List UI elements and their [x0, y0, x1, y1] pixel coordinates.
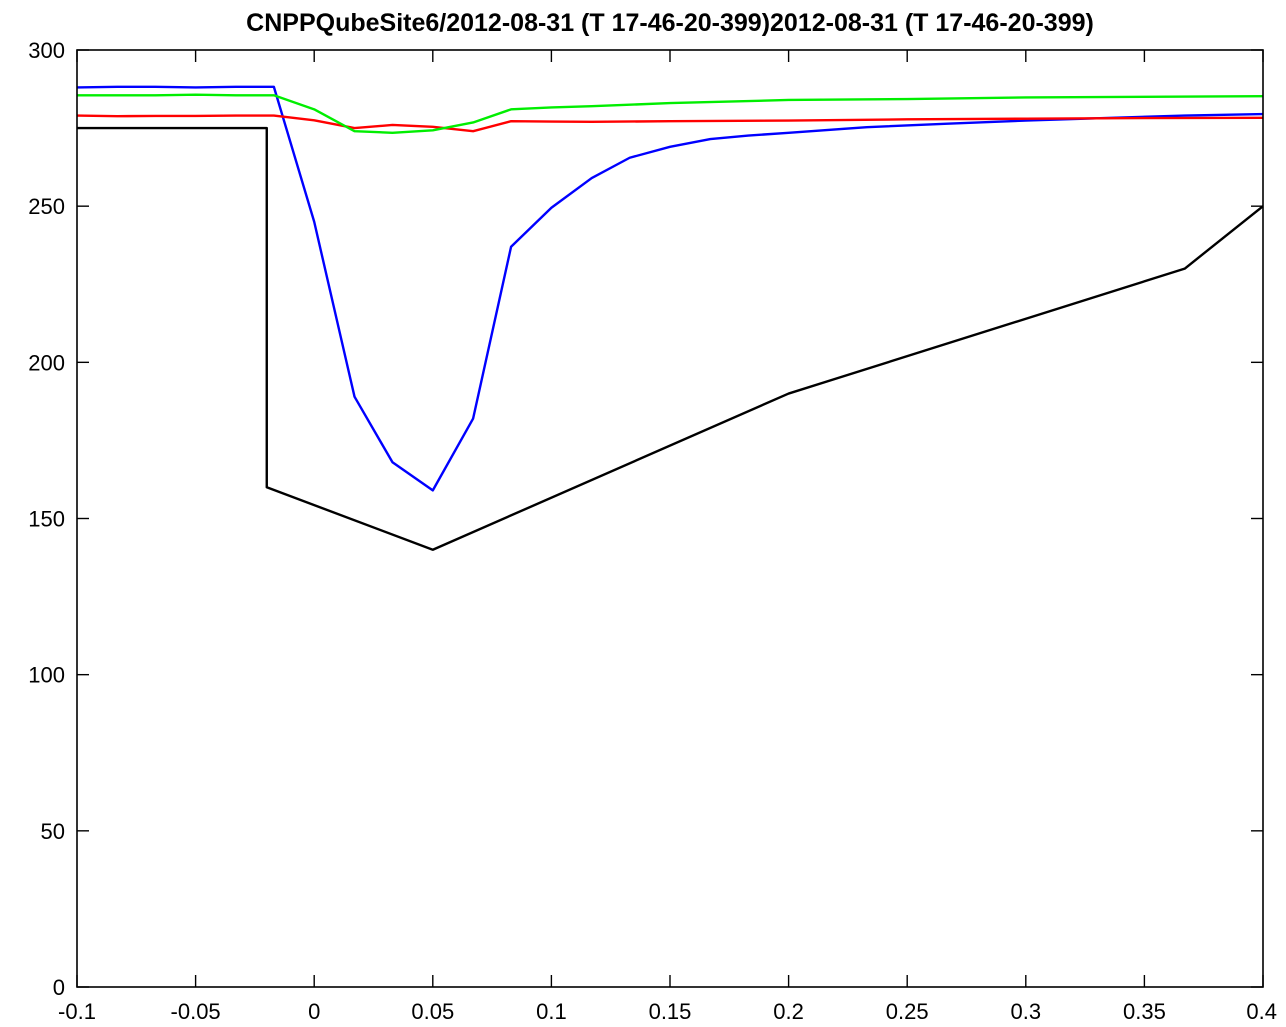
x-tick-label: 0.4: [1246, 999, 1277, 1024]
x-tick-label: 0.3: [1011, 999, 1042, 1024]
chart-title: CNPPQubeSite6/2012-08-31 (T 17-46-20-399…: [246, 9, 1094, 37]
x-tick-label: 0.1: [536, 999, 567, 1024]
y-tick-label: 0: [53, 975, 65, 1000]
y-tick-label: 250: [28, 194, 65, 219]
x-tick-label: 0.35: [1123, 999, 1166, 1024]
axis-layer: -0.1 -0.05 0 0.05 0.1 0.15 0.2 0.25 0.3 0.35 0.4 0 5…: [28, 38, 1277, 1024]
x-tick-label: 0: [308, 999, 320, 1024]
series-line-3: [76, 114, 1264, 133]
series-line-2: [76, 85, 1264, 492]
x-tick-label: -0.05: [171, 999, 221, 1024]
y-tick-label: 200: [28, 350, 65, 375]
x-tick-label: 0.05: [411, 999, 454, 1024]
y-tick-label: 50: [41, 819, 65, 844]
y-tick-label: 100: [28, 663, 65, 688]
y-tick-label: 300: [28, 38, 65, 63]
series-line-1: [77, 126, 1264, 551]
x-tick-label: 0.25: [886, 999, 929, 1024]
y-tick-label: 150: [28, 507, 65, 532]
series-line-4: [77, 93, 1264, 134]
x-tick-label: -0.1: [58, 999, 96, 1024]
x-tick-label: 0.15: [649, 999, 692, 1024]
x-tick-label: 0.2: [773, 999, 804, 1024]
series-layer: [76, 85, 1264, 551]
plot-frame: [76, 49, 1264, 988]
